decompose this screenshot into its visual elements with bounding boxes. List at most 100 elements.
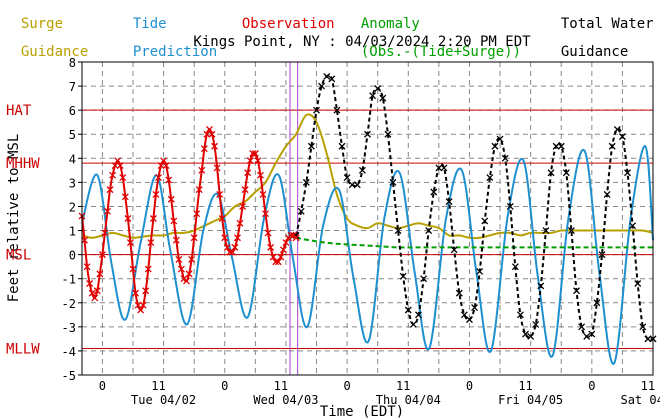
data-point-obs — [193, 210, 201, 218]
data-point-total — [466, 316, 473, 324]
y-tick-label: 2 — [69, 200, 76, 214]
data-point-total — [624, 169, 631, 177]
legend-observation: Observation — [225, 3, 335, 31]
y-tick-label: 8 — [69, 56, 76, 70]
data-point-obs — [134, 301, 142, 309]
legend-surge: Surge Guidance — [4, 3, 88, 59]
chart-title: Kings Point, NY : 04/03/2024 2:20 PM EDT — [193, 34, 531, 50]
data-point-obs — [119, 174, 127, 182]
data-point-total — [399, 272, 407, 280]
data-point-total — [618, 133, 626, 141]
data-point-obs — [132, 289, 139, 297]
legend-anomaly-line2: (Obs.-(Tide+Surge)) — [360, 44, 522, 60]
data-point-total — [481, 217, 489, 225]
series-line-anomaly — [295, 236, 653, 249]
data-point-total — [567, 227, 575, 234]
legend-surge-line1: Surge — [20, 16, 64, 32]
data-point-obs — [277, 253, 285, 261]
x-tick-label: 0 — [343, 379, 350, 393]
data-point-total — [603, 190, 611, 198]
y-tick-label: -2 — [62, 297, 76, 311]
legend-tide: Tide Prediction — [116, 3, 217, 59]
data-point-obs — [287, 231, 295, 239]
data-point-obs — [129, 265, 137, 273]
data-point-obs — [208, 130, 216, 138]
data-point-obs — [216, 190, 224, 198]
data-point-obs — [167, 195, 175, 203]
data-point-total — [455, 289, 463, 297]
data-point-obs — [213, 164, 221, 172]
data-point-obs — [211, 142, 219, 150]
data-point-total — [532, 320, 540, 328]
data-point-obs — [91, 294, 99, 302]
legend-total-water: Total Water Guidance — [544, 3, 654, 59]
data-point-obs — [203, 130, 211, 138]
x-day-label: Wed 04/03 — [253, 393, 318, 407]
data-point-total — [593, 299, 601, 307]
data-point-total — [394, 227, 402, 234]
data-point-obs — [155, 174, 162, 182]
vertical-markers — [289, 62, 299, 375]
data-point-total — [384, 130, 392, 138]
data-point-total — [506, 203, 514, 210]
data-point-obs — [139, 301, 147, 309]
data-point-total — [430, 188, 438, 196]
data-point-total — [415, 311, 422, 319]
y-axis-label: Feet relative to MSL — [6, 134, 22, 303]
data-point-total — [318, 82, 326, 90]
data-point-obs — [241, 186, 249, 194]
data-point-obs — [190, 234, 198, 242]
data-point-obs — [98, 251, 106, 259]
y-tick-label: -3 — [62, 321, 76, 335]
data-point-total — [557, 142, 565, 150]
data-point-obs — [121, 193, 129, 201]
data-point-total — [562, 169, 570, 177]
legend-total-line2: Guidance — [560, 44, 629, 60]
data-point-total — [404, 306, 412, 314]
data-point-obs — [256, 171, 264, 179]
data-point-obs — [218, 215, 226, 222]
datum-label: MHHW — [6, 156, 40, 172]
data-point-total — [348, 181, 356, 189]
data-point-obs — [157, 162, 165, 169]
x-tick-label: 11 — [274, 379, 288, 393]
data-point-total — [440, 164, 448, 172]
x-tick-label: 11 — [151, 379, 165, 393]
y-tick-label: 1 — [69, 225, 76, 239]
data-point-obs — [264, 229, 272, 237]
data-point-obs — [231, 243, 239, 251]
data-point-obs — [195, 186, 203, 194]
data-point-obs — [88, 289, 96, 297]
data-point-obs — [267, 243, 275, 251]
data-point-obs — [86, 280, 94, 287]
x-tick-label: 0 — [466, 379, 473, 393]
data-point-total — [552, 142, 560, 150]
y-tick-label: -1 — [62, 273, 76, 287]
data-point-obs — [96, 270, 104, 278]
x-tick-label: 11 — [641, 379, 655, 393]
data-point-total — [491, 142, 499, 150]
data-point-obs — [198, 166, 206, 174]
data-point-total — [634, 280, 642, 287]
data-point-obs — [137, 306, 145, 314]
data-point-total — [547, 169, 555, 177]
data-point-obs — [160, 157, 168, 165]
grid — [82, 61, 653, 376]
data-point-total — [379, 94, 387, 102]
data-point-total — [297, 207, 305, 215]
legend-anomaly-line1: Anomaly — [360, 16, 420, 32]
data-point-total — [496, 135, 504, 143]
y-tick-label: -4 — [62, 345, 76, 359]
data-point-obs — [116, 162, 124, 169]
plot-frame — [81, 61, 654, 376]
y-tick-label: 6 — [69, 104, 76, 118]
x-axis-label: Time (EDT) — [320, 404, 404, 420]
datum-label: MSL — [6, 248, 31, 264]
data-point-total — [292, 231, 300, 239]
y-tick-label: 0 — [69, 249, 76, 263]
data-point-obs — [114, 157, 122, 165]
x-day-label: Tue 04/02 — [131, 393, 196, 407]
data-point-total — [471, 304, 479, 312]
data-point-obs — [149, 215, 157, 222]
